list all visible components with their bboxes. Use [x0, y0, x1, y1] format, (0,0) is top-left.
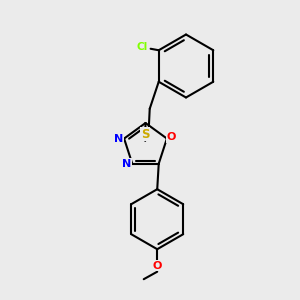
Text: S: S	[141, 128, 149, 141]
Text: O: O	[152, 261, 162, 271]
Text: N: N	[114, 134, 123, 143]
Text: N: N	[122, 159, 131, 169]
Text: Cl: Cl	[136, 42, 148, 52]
Text: O: O	[167, 132, 176, 142]
